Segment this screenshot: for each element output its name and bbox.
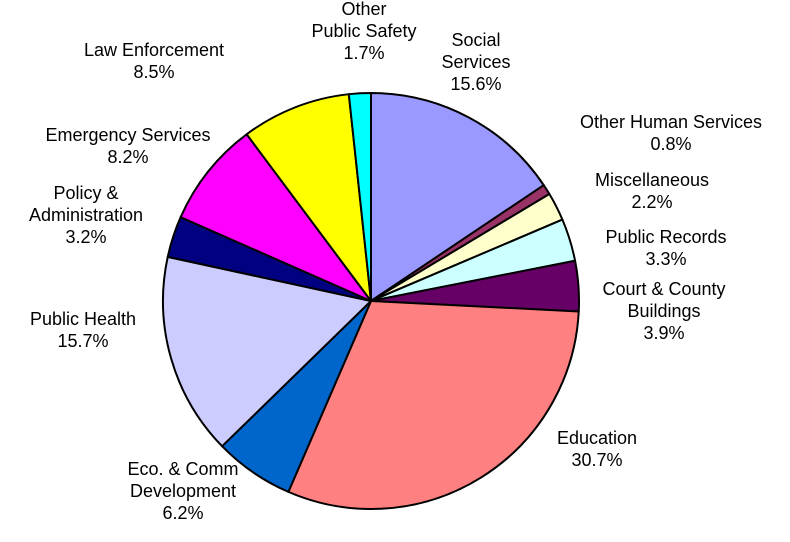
label-court-and-county-buildings: Court & County Buildings 3.9% xyxy=(602,279,725,343)
slice-value-label: 6.2% xyxy=(162,503,203,523)
label-emergency-services: Emergency Services 8.2% xyxy=(45,125,210,167)
slice-name-label: Eco. & Comm xyxy=(127,459,238,479)
slice-name-label: Court & County xyxy=(602,279,725,299)
slice-name-label: Other Human Services xyxy=(580,112,762,132)
slice-value-label: 15.7% xyxy=(57,331,108,351)
slice-other-public-safety xyxy=(347,92,372,302)
slice-value-label: 0.8% xyxy=(650,134,691,154)
slice-value-label: 30.7% xyxy=(571,450,622,470)
slice-law-enforcement xyxy=(245,93,372,302)
slice-value-label: 15.6% xyxy=(450,74,501,94)
slice-name-label: Social xyxy=(451,30,500,50)
slice-name-label: Buildings xyxy=(627,301,700,321)
slice-name-label: Emergency Services xyxy=(45,125,210,145)
slice-name-label: Other xyxy=(341,0,386,19)
slice-value-label: 8.5% xyxy=(133,62,174,82)
slice-name-label: Education xyxy=(557,428,637,448)
slice-name-label: Miscellaneous xyxy=(595,170,709,190)
slice-name-label: Law Enforcement xyxy=(84,40,224,60)
label-law-enforcement: Law Enforcement 8.5% xyxy=(84,40,224,82)
slice-emergency-services xyxy=(179,133,372,302)
label-eco-and-comm-development: Eco. & Comm Development 6.2% xyxy=(127,459,238,523)
slice-name-label: Public Records xyxy=(605,227,726,247)
label-other-human-services: Other Human Services 0.8% xyxy=(580,112,762,154)
slice-public-health xyxy=(162,255,372,448)
label-social-services: Social Services 15.6% xyxy=(441,30,510,94)
label-public-health: Public Health 15.7% xyxy=(30,309,136,351)
pie-labels: Social Services 15.6% Other Human Services 0… xyxy=(29,0,762,523)
slice-education xyxy=(287,300,580,510)
label-public-records: Public Records 3.3% xyxy=(605,227,726,269)
slice-value-label: 8.2% xyxy=(107,147,148,167)
slice-value-label: 1.7% xyxy=(343,43,384,63)
slice-name-label: Services xyxy=(441,52,510,72)
slice-name-label: Policy & xyxy=(53,183,118,203)
slice-name-label: Development xyxy=(130,481,236,501)
pie-slices xyxy=(162,92,581,510)
slice-name-label: Public Safety xyxy=(311,21,416,41)
slice-value-label: 3.2% xyxy=(65,227,106,247)
label-education: Education 30.7% xyxy=(557,428,637,470)
slice-name-label: Public Health xyxy=(30,309,136,329)
label-policy-and-administration: Policy & Administration 3.2% xyxy=(29,183,143,247)
slice-value-label: 3.3% xyxy=(645,249,686,269)
slice-value-label: 3.9% xyxy=(643,323,684,343)
slice-value-label: 2.2% xyxy=(631,192,672,212)
slice-social-services xyxy=(370,92,545,302)
slice-name-label: Administration xyxy=(29,205,143,225)
label-miscellaneous: Miscellaneous 2.2% xyxy=(595,170,709,212)
label-other-public-safety: Other Public Safety 1.7% xyxy=(311,0,416,63)
